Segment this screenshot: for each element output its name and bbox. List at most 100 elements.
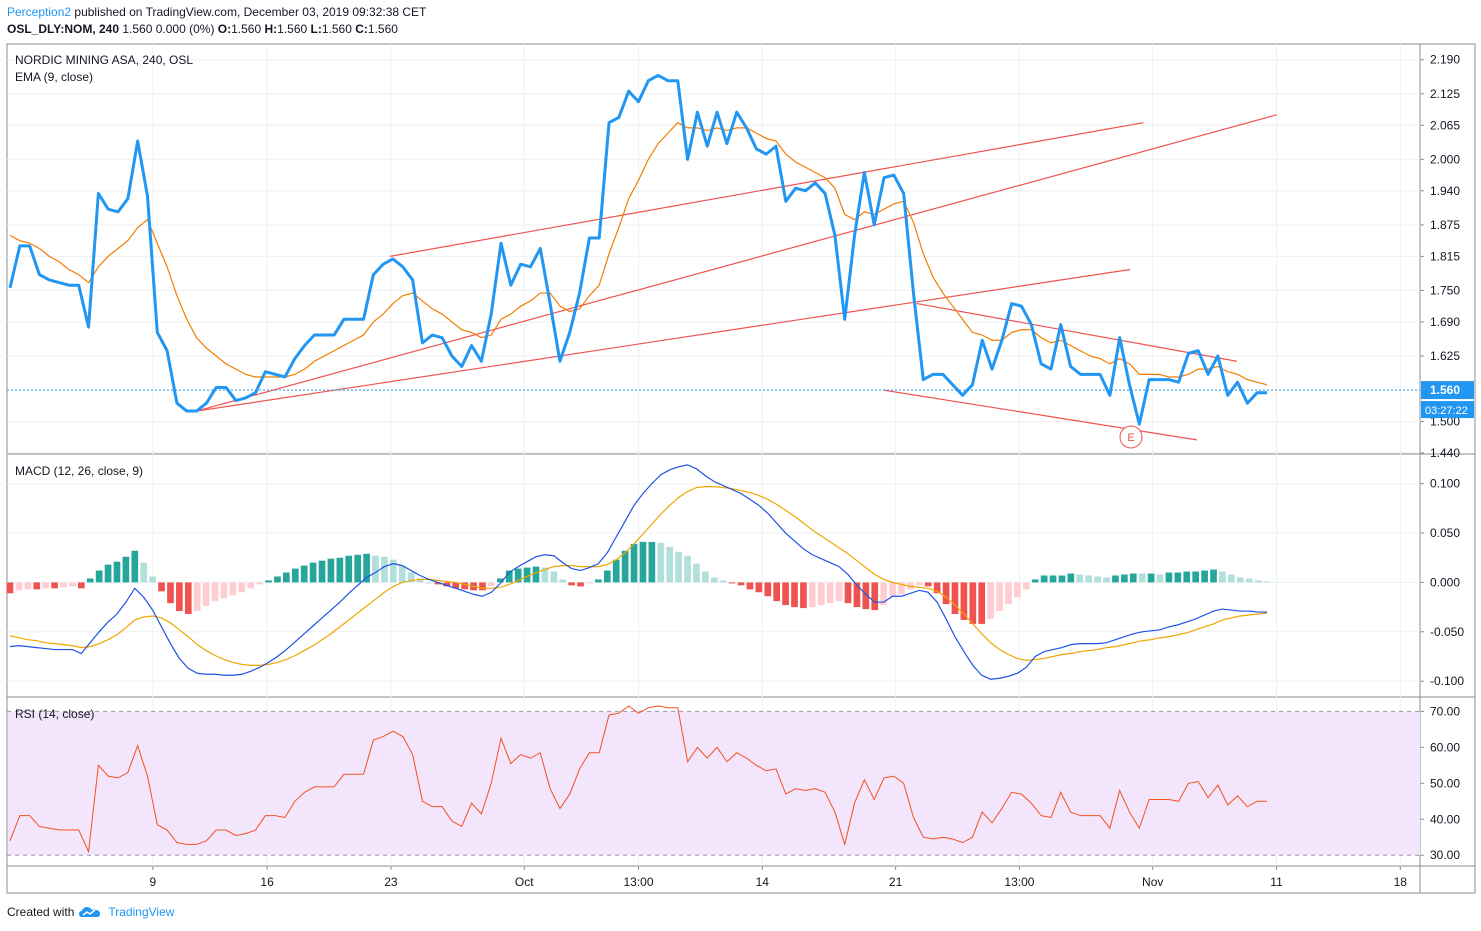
author-link[interactable]: Perception2 (7, 5, 72, 19)
histogram-bar (755, 582, 763, 593)
histogram-bar (898, 582, 905, 595)
rsi-tick-label: 30.00 (1430, 848, 1460, 862)
histogram-bar (345, 555, 353, 583)
published-text: published on TradingView.com, December 0… (74, 5, 427, 19)
histogram-bar (978, 582, 986, 624)
histogram-bar (960, 582, 968, 620)
histogram-bar (666, 546, 674, 583)
histogram-bar (407, 572, 415, 583)
histogram-bar (33, 582, 41, 590)
histogram-bar (684, 555, 691, 583)
histogram-bar (318, 560, 326, 583)
x-tick-label: 9 (149, 875, 156, 889)
last-price-box (1421, 381, 1474, 400)
macd-tick-label: 0.050 (1430, 526, 1460, 540)
symbol-line: OSL_DLY:NOM, 240 1.560 0.000 (0%) O:1.56… (7, 22, 398, 36)
histogram-bar (933, 582, 941, 594)
histogram-bar (434, 582, 442, 585)
histogram-bar (238, 582, 246, 593)
rsi-tick-label: 50.00 (1430, 776, 1460, 790)
histogram-bar (354, 554, 362, 583)
histogram-bar (719, 580, 727, 583)
histogram-bar (621, 550, 629, 583)
histogram-bar (942, 582, 950, 605)
histogram-bar (389, 559, 397, 583)
countdown-value: 03:27:22 (1425, 405, 1468, 417)
histogram-bar (416, 578, 424, 583)
histogram-bar (657, 542, 665, 583)
histogram-bar (612, 559, 620, 583)
signal-series-line (9, 485, 1268, 666)
rsi-title: RSI (14, close) (15, 707, 94, 721)
price-tick-label: 2.065 (1430, 118, 1460, 132)
quote-text: 1.560 0.000 (0%) (122, 22, 215, 36)
histogram-bar (158, 582, 165, 592)
x-tick-label: Oct (515, 875, 534, 889)
histogram-bar (291, 568, 299, 583)
histogram-bar (24, 582, 32, 590)
price-tick-label: 1.815 (1430, 249, 1460, 263)
trendline (389, 122, 1144, 257)
histogram-bar (693, 563, 700, 583)
histogram-bar (1049, 575, 1057, 583)
histogram-bar (559, 579, 567, 583)
histogram-bar (800, 582, 807, 609)
histogram-bar (184, 582, 192, 615)
created-with-text: Created with (7, 905, 75, 919)
rsi-tick-label: 40.00 (1430, 812, 1460, 826)
event-marker-label: E (1127, 432, 1134, 444)
earnings-event-marker: E (1119, 425, 1143, 449)
histogram-bar (568, 582, 575, 586)
histogram-bar (1121, 574, 1128, 583)
histogram-bar (265, 580, 272, 583)
histogram-bar (773, 582, 781, 602)
histogram-bar (550, 571, 558, 583)
histogram-bar (309, 562, 317, 583)
trendline (916, 302, 1237, 362)
price-tick-label: 1.750 (1430, 283, 1460, 297)
tradingview-brand[interactable]: TradingView (108, 905, 175, 919)
histogram-bar (69, 582, 76, 587)
histogram-bar (835, 582, 843, 602)
histogram-bar (924, 582, 932, 587)
histogram-bar (425, 582, 433, 584)
publish-line: Perception2 published on TradingView.com… (7, 5, 426, 19)
price-tick-label: 1.625 (1430, 349, 1460, 363)
histogram-bar (1076, 574, 1084, 583)
histogram-bar (6, 582, 14, 594)
countdown-box (1421, 401, 1474, 419)
histogram-bar (363, 553, 370, 583)
histogram-bar (826, 582, 834, 604)
histogram-bar (1245, 578, 1253, 583)
macd-title: MACD (12, 26, close, 9) (15, 464, 143, 478)
price-tick-label: 1.440 (1430, 446, 1460, 460)
footer: Created with TradingView (7, 905, 174, 919)
histogram-bar (702, 571, 709, 583)
histogram-bar (1183, 571, 1191, 583)
x-tick-label: 21 (889, 875, 903, 889)
rsi-tick-label: 60.00 (1430, 740, 1460, 754)
last-price-value: 1.560 (1430, 383, 1460, 397)
low-label: L: (310, 22, 322, 36)
x-tick-label: 11 (1270, 875, 1283, 889)
histogram-bar (461, 582, 469, 590)
histogram-bar (1138, 573, 1146, 583)
histogram-bar (247, 582, 255, 589)
histogram-bar (675, 551, 682, 583)
histogram-bar (987, 582, 994, 619)
histogram-bar (844, 582, 852, 604)
histogram-bar (86, 578, 94, 583)
histogram-bar (710, 577, 718, 583)
histogram-bar (541, 567, 549, 583)
histogram-bar (586, 582, 593, 584)
histogram-bar (1165, 572, 1173, 583)
macd-pane: 0.100 0.050 0.000 -0.050 -0.100 MACD (12, 26,… (6, 464, 1464, 688)
histogram-bar (1227, 574, 1235, 583)
x-tick-label: 14 (756, 875, 770, 889)
symbol-label: OSL_DLY:NOM, 240 (7, 22, 120, 36)
histogram-bar (1156, 574, 1164, 583)
x-tick-label: 13:00 (623, 875, 653, 889)
price-tick-label: 2.190 (1430, 53, 1460, 67)
histogram-bar (648, 541, 656, 583)
